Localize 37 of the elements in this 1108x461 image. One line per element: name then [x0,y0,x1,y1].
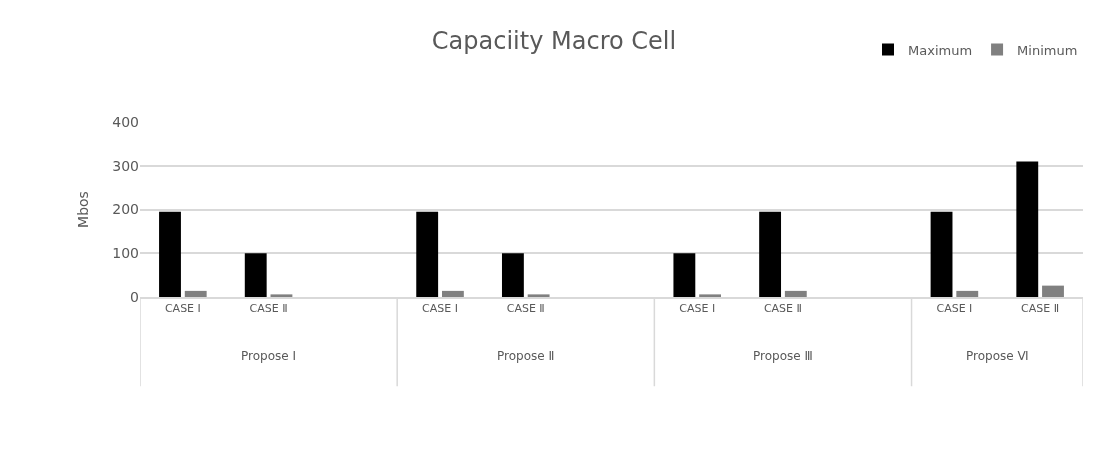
legend-label: Maximum [908,42,973,58]
x-tick-label: CASE I [164,301,201,315]
bar [416,211,439,297]
bar [527,294,550,297]
text: Propose Ⅱ [497,349,555,363]
bar [244,253,267,297]
x-tick-label: CASE I [679,301,716,315]
legend-label: Minimum [1017,42,1078,58]
bar [673,253,696,297]
text: Propose Ⅲ [753,349,813,363]
y-axis-title: Mbos [74,191,91,228]
x-tick-label: CASE I [936,301,973,315]
bar [159,211,181,297]
bar [759,211,782,297]
bar [956,290,979,297]
x-tick-label: CASE Ⅱ [506,301,545,315]
chart-title: Capaciity Macro Cell [431,27,677,56]
y-tick-label: 300 [112,157,139,174]
bar [1016,161,1039,297]
bar [784,290,807,297]
x-tick-label: CASE Ⅱ [1021,301,1060,315]
bar [184,290,207,297]
bar [441,290,464,297]
text: Propose I [241,349,296,363]
y-tick-label: 0 [130,288,139,305]
bar [270,294,293,297]
bar [930,211,953,297]
text: Propose Ⅵ [966,349,1029,363]
x-tick-label: CASE Ⅱ [763,301,802,315]
x-tick-label: CASE Ⅱ [249,301,288,315]
y-tick-label: 100 [112,245,139,262]
y-tick-label: 200 [112,201,139,218]
y-tick-label: 400 [112,113,139,130]
bar [1042,285,1064,297]
x-tick-label: CASE I [422,301,458,315]
bar [699,294,722,297]
bar [501,253,524,297]
